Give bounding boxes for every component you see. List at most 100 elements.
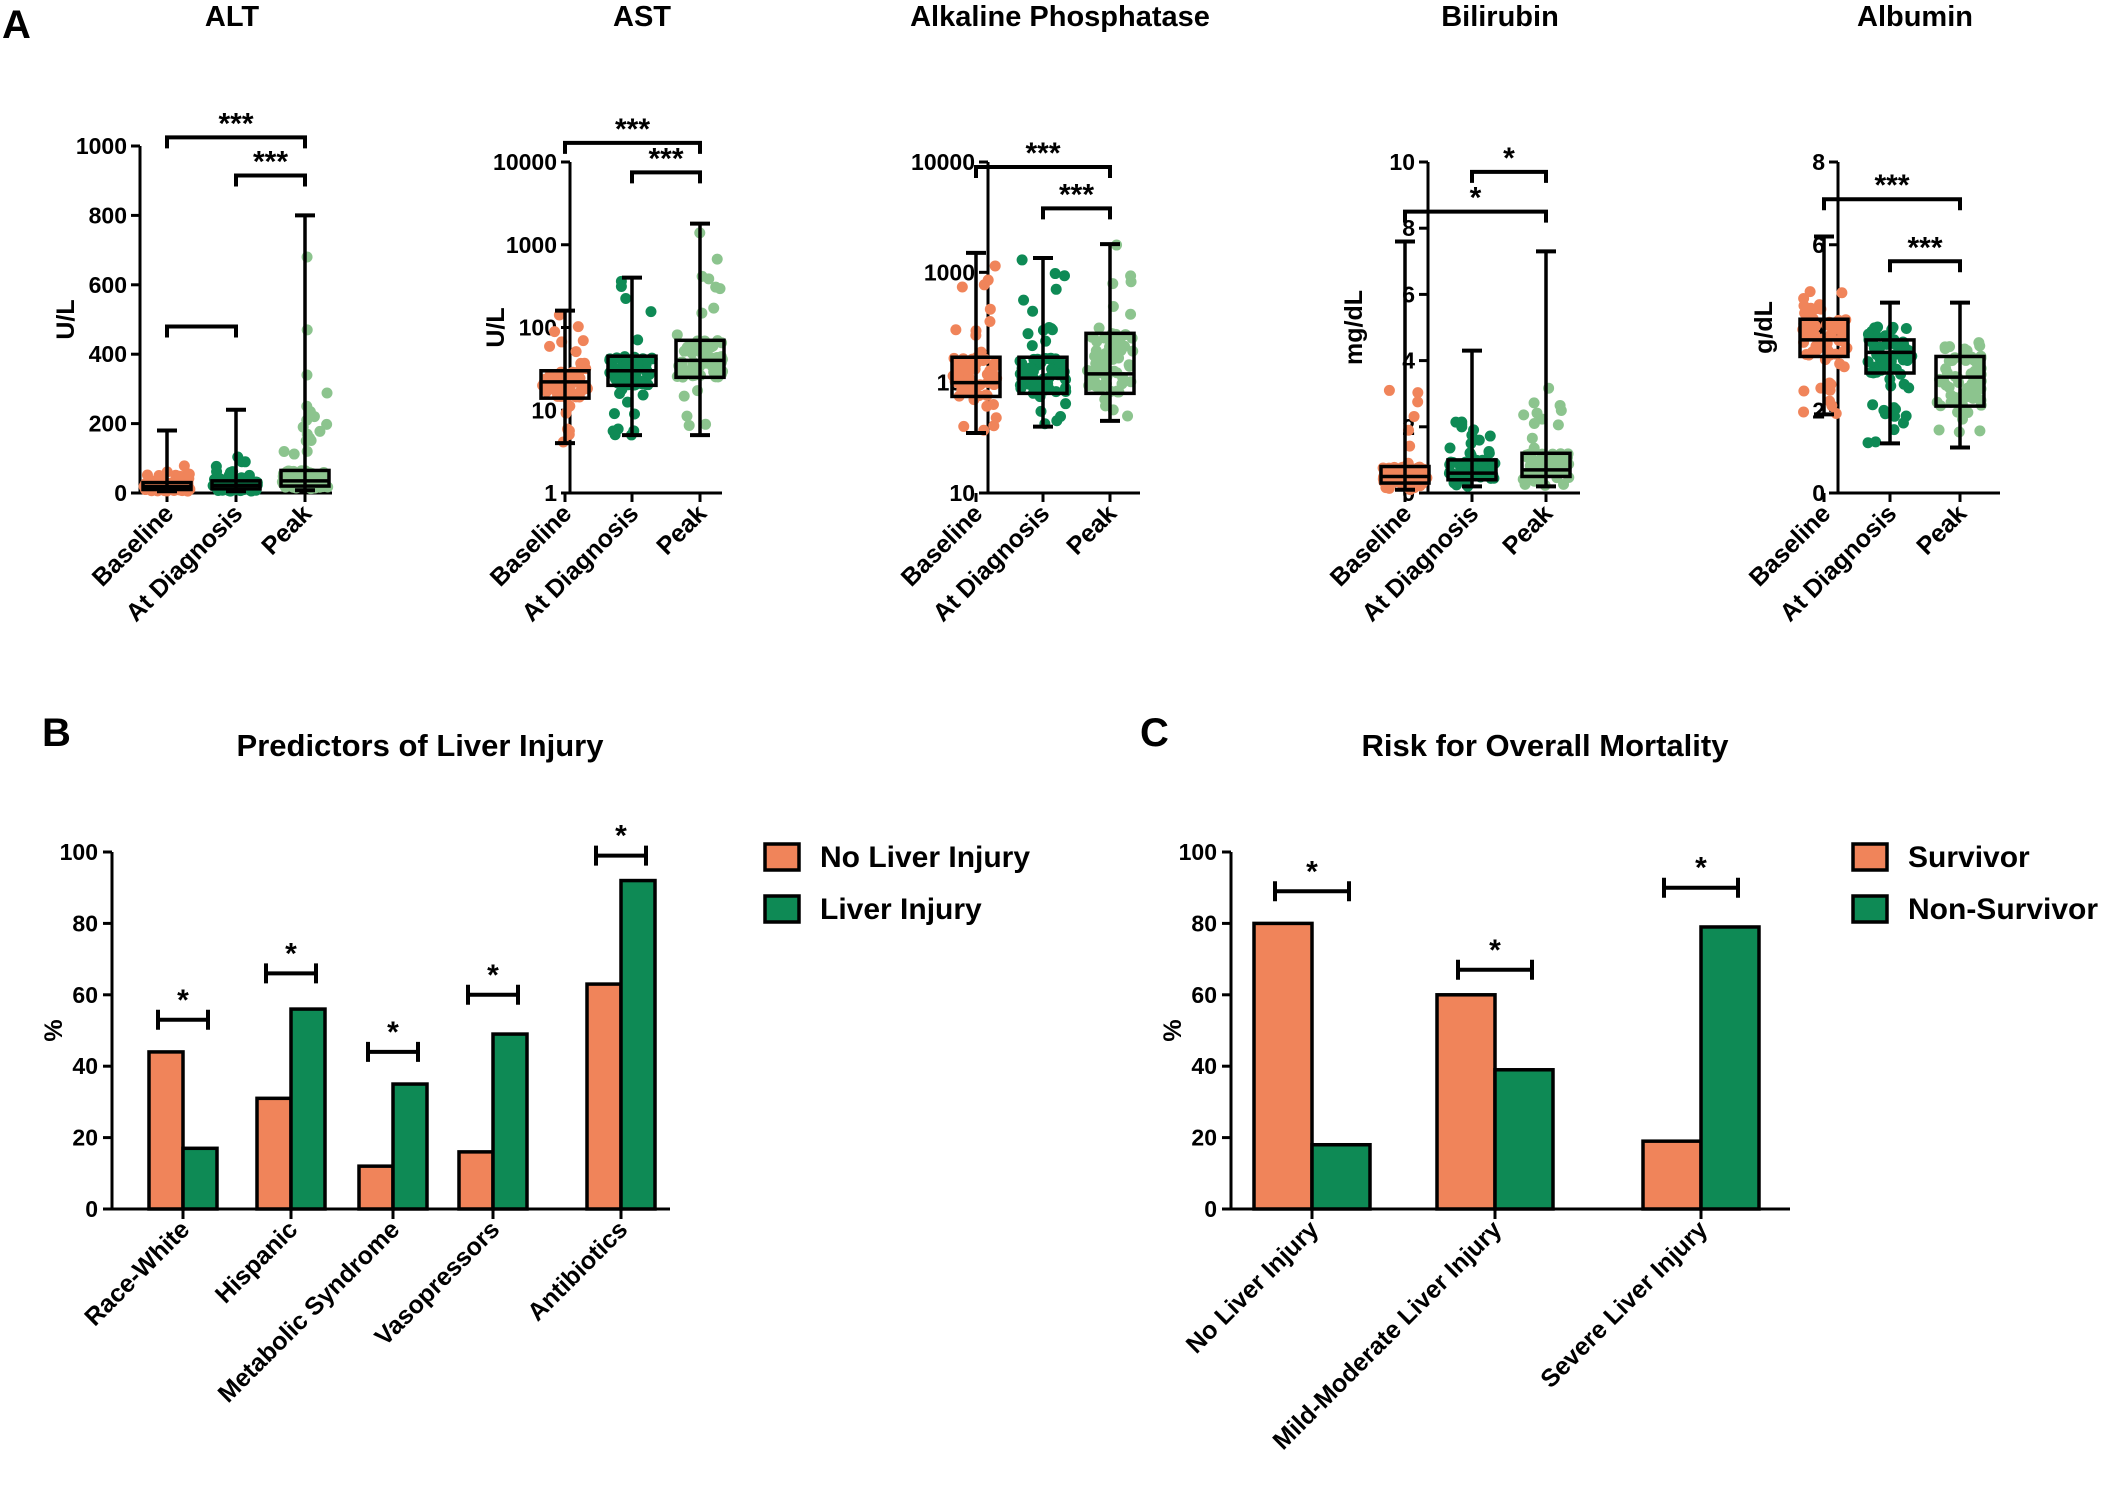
data-point [950, 324, 962, 336]
data-point [1870, 436, 1882, 448]
data-point [1825, 378, 1837, 390]
significance-bracket [1822, 197, 1962, 211]
data-point [577, 335, 589, 347]
data-point [696, 307, 708, 319]
y-tick-label: 40 [1191, 1053, 1217, 1079]
x-tick-label: No Liver Injury [1181, 1215, 1325, 1359]
data-point [608, 408, 620, 420]
box [1520, 451, 1572, 479]
significance-label: * [1306, 855, 1318, 888]
data-point [632, 334, 644, 346]
significance-label: *** [648, 142, 683, 175]
data-point [1872, 321, 1884, 333]
significance-label: * [387, 1016, 399, 1049]
data-point [645, 306, 657, 318]
box [279, 468, 331, 488]
data-point [1115, 344, 1127, 356]
data-point [1055, 357, 1067, 369]
bar-series-1 [1641, 1139, 1703, 1211]
data-point [708, 302, 720, 314]
significance-bracket [594, 845, 648, 866]
data-point [1878, 359, 1890, 371]
data-point [1974, 425, 1986, 437]
panel-a-label: A [2, 3, 31, 47]
data-point [637, 389, 649, 401]
data-point [1973, 337, 1985, 349]
data-point [990, 412, 1002, 424]
data-point [1444, 442, 1456, 454]
y-tick-label: 800 [89, 202, 127, 228]
data-point [224, 467, 236, 479]
data-point [1125, 276, 1137, 288]
significance-label: * [285, 937, 297, 970]
x-tick-label: Race-White [79, 1215, 195, 1331]
x-tick-label: Peak [256, 499, 317, 560]
legend-swatch [1851, 894, 1889, 924]
panel-b-title: Predictors of Liver Injury [237, 728, 605, 763]
data-point [301, 251, 313, 263]
data-point [278, 446, 290, 458]
data-point [984, 316, 996, 328]
data-point [984, 303, 996, 315]
box [1798, 317, 1850, 359]
data-point [687, 344, 699, 356]
significance-label: *** [1907, 231, 1942, 264]
data-point [989, 260, 1001, 272]
data-point [620, 293, 632, 305]
data-point [1903, 382, 1915, 394]
significance-bracket [1470, 169, 1548, 183]
legend-swatch [763, 894, 801, 924]
data-point [1969, 365, 1981, 377]
legend-swatch [763, 842, 801, 872]
box [539, 369, 591, 400]
x-tick-label: Peak [651, 499, 712, 560]
data-point [549, 326, 561, 338]
significance-bracket [264, 963, 318, 984]
data-point [958, 420, 970, 432]
data-point [1526, 432, 1538, 444]
data-point [1799, 307, 1811, 319]
y-tick-label: 200 [89, 411, 127, 437]
y-tick-label: 0 [114, 480, 127, 506]
data-point [1933, 424, 1945, 436]
bar-series-2 [1310, 1142, 1372, 1211]
bar-series-2 [181, 1146, 219, 1211]
x-tick-label: At Diagnosis [927, 499, 1055, 627]
significance-bracket [466, 984, 520, 1005]
significance-label: *** [1025, 137, 1060, 170]
chart-title: Alkaline Phosphatase [910, 1, 1210, 33]
y-tick-label: 10000 [911, 149, 975, 175]
bar-series-1 [147, 1050, 185, 1211]
y-axis-label: % [1159, 1019, 1187, 1041]
data-point [297, 421, 309, 433]
data-point [1959, 343, 1971, 355]
data-point [1519, 478, 1531, 490]
significance-bracket [1041, 206, 1112, 220]
y-axis-label: U/L [482, 307, 510, 347]
significance-label: *** [615, 113, 650, 146]
data-point [683, 419, 695, 431]
x-tick-label: Hispanic [210, 1215, 304, 1309]
significance-label: *** [1059, 178, 1094, 211]
y-tick-label: 8 [1812, 149, 1825, 175]
y-tick-label: 0 [85, 1196, 98, 1222]
significance-label: * [177, 984, 189, 1017]
y-tick-label: 80 [72, 910, 98, 936]
data-point [572, 321, 584, 333]
bar-series-2 [289, 1007, 327, 1211]
y-tick-label: 100 [60, 839, 98, 865]
data-point [1901, 355, 1913, 367]
data-point [183, 468, 195, 480]
data-point [1035, 405, 1047, 417]
box [1864, 338, 1916, 375]
bar-series-2 [1699, 925, 1761, 1211]
data-point [321, 418, 333, 430]
data-point [984, 370, 996, 382]
y-tick-label: 20 [72, 1125, 98, 1151]
data-point [1099, 393, 1111, 405]
x-tick-label: Peak [1911, 499, 1972, 560]
data-point [544, 340, 556, 352]
y-tick-label: 1000 [76, 133, 127, 159]
